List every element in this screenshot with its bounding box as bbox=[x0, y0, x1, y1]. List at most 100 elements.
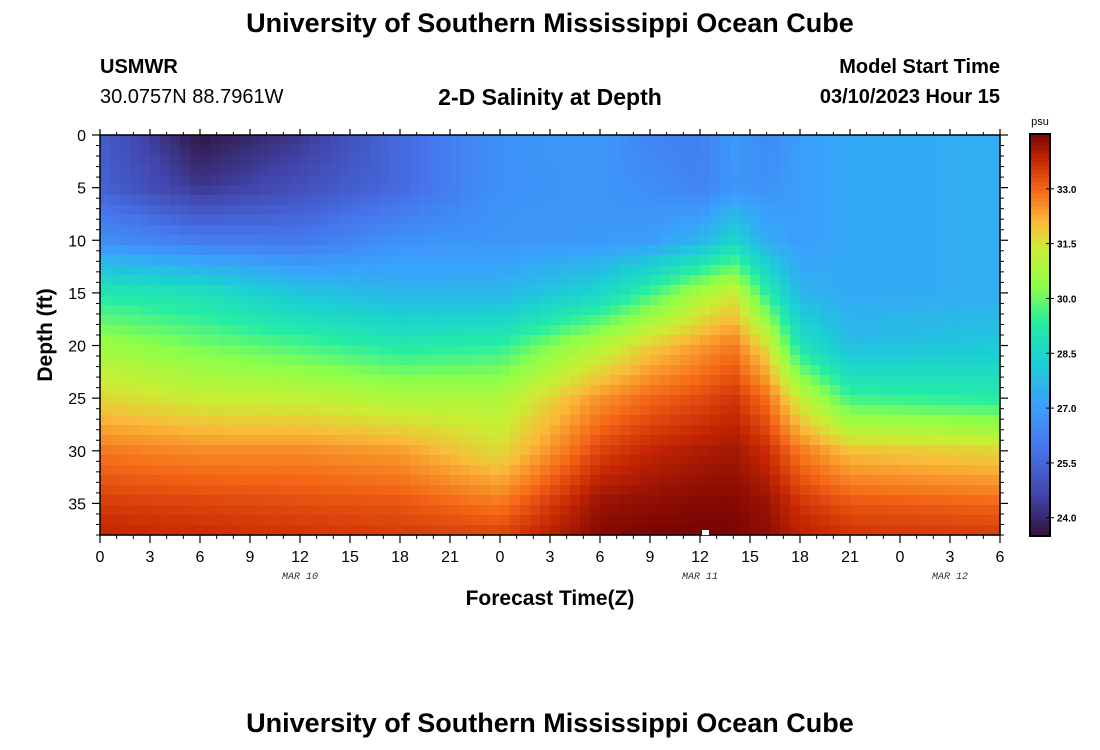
heatmap-cell bbox=[940, 335, 951, 346]
heatmap-cell bbox=[360, 325, 371, 336]
heatmap-cell bbox=[460, 385, 471, 396]
heatmap-cell bbox=[900, 185, 911, 196]
heatmap-cell bbox=[450, 165, 461, 176]
heatmap-cell bbox=[380, 255, 391, 266]
heatmap-cell bbox=[530, 435, 541, 446]
heatmap-cell bbox=[880, 525, 891, 536]
model-start-label: Model Start Time bbox=[839, 56, 1000, 78]
heatmap-cell bbox=[390, 185, 401, 196]
heatmap-cell bbox=[780, 525, 791, 536]
heatmap-cell bbox=[310, 435, 321, 446]
heatmap-cell bbox=[900, 255, 911, 266]
heatmap-cell bbox=[540, 465, 551, 476]
heatmap-cell bbox=[570, 245, 581, 256]
heatmap-cell bbox=[950, 525, 961, 536]
heatmap-cell bbox=[120, 175, 131, 186]
heatmap-cell bbox=[480, 265, 491, 276]
heatmap-cell bbox=[400, 405, 411, 416]
heatmap-cell bbox=[160, 505, 171, 516]
heatmap-cell bbox=[600, 505, 611, 516]
heatmap-cell bbox=[470, 515, 481, 526]
heatmap-cell bbox=[680, 305, 691, 316]
heatmap-cell bbox=[970, 495, 981, 506]
heatmap-cell bbox=[980, 225, 991, 236]
heatmap-cell bbox=[670, 345, 681, 356]
heatmap-cell bbox=[340, 265, 351, 276]
heatmap-cell bbox=[870, 475, 881, 486]
heatmap-cell bbox=[200, 515, 211, 526]
heatmap-cell bbox=[430, 145, 441, 156]
heatmap-cell bbox=[200, 285, 211, 296]
heatmap-cell bbox=[640, 285, 651, 296]
heatmap-cell bbox=[110, 395, 121, 406]
heatmap-cell bbox=[150, 435, 161, 446]
heatmap-cell bbox=[520, 315, 531, 326]
heatmap-cell bbox=[520, 515, 531, 526]
heatmap-cell bbox=[110, 385, 121, 396]
heatmap-cell bbox=[880, 335, 891, 346]
heatmap-cell bbox=[740, 225, 751, 236]
heatmap-cell bbox=[420, 525, 431, 536]
heatmap-cell bbox=[590, 275, 601, 286]
heatmap-cell bbox=[680, 315, 691, 326]
heatmap-cell bbox=[210, 425, 221, 436]
heatmap-cell bbox=[160, 475, 171, 486]
heatmap-cell bbox=[490, 135, 501, 146]
heatmap-cell bbox=[230, 525, 241, 536]
heatmap-cell bbox=[510, 145, 521, 156]
heatmap-cell bbox=[420, 205, 431, 216]
heatmap-cell bbox=[780, 345, 791, 356]
heatmap-cell bbox=[120, 335, 131, 346]
heatmap-cell bbox=[620, 335, 631, 346]
heatmap-cell bbox=[810, 435, 821, 446]
heatmap-cell bbox=[600, 265, 611, 276]
colorbar-segment bbox=[1030, 250, 1050, 256]
heatmap-cell bbox=[880, 295, 891, 306]
heatmap-cell bbox=[770, 505, 781, 516]
heatmap-cell bbox=[480, 295, 491, 306]
heatmap-cell bbox=[930, 235, 941, 246]
heatmap-cell bbox=[580, 205, 591, 216]
heatmap-cell bbox=[930, 375, 941, 386]
heatmap-cell bbox=[280, 285, 291, 296]
heatmap-cell bbox=[770, 465, 781, 476]
heatmap-cell bbox=[960, 135, 971, 146]
heatmap-cell bbox=[720, 485, 731, 496]
heatmap-cell bbox=[200, 205, 211, 216]
heatmap-cell bbox=[780, 465, 791, 476]
heatmap-cell bbox=[970, 205, 981, 216]
heatmap-cell bbox=[440, 395, 451, 406]
heatmap-cell bbox=[860, 455, 871, 466]
heatmap-cell bbox=[380, 375, 391, 386]
heatmap-cell bbox=[230, 235, 241, 246]
heatmap-cell bbox=[640, 205, 651, 216]
heatmap-cell bbox=[350, 425, 361, 436]
heatmap-cell bbox=[180, 275, 191, 286]
heatmap-cell bbox=[640, 415, 651, 426]
heatmap-cell bbox=[600, 255, 611, 266]
heatmap-cell bbox=[750, 225, 761, 236]
heatmap-cell bbox=[270, 525, 281, 536]
heatmap-cell bbox=[290, 395, 301, 406]
heatmap-cell bbox=[270, 465, 281, 476]
heatmap-cell bbox=[790, 395, 801, 406]
heatmap-cell bbox=[360, 335, 371, 346]
heatmap-cell bbox=[840, 135, 851, 146]
heatmap-cell bbox=[950, 405, 961, 416]
heatmap-cell bbox=[960, 475, 971, 486]
heatmap-cell bbox=[790, 165, 801, 176]
heatmap-cell bbox=[400, 345, 411, 356]
heatmap-cell bbox=[570, 505, 581, 516]
heatmap-cell bbox=[430, 155, 441, 166]
heatmap-cell bbox=[980, 295, 991, 306]
heatmap-cell bbox=[300, 175, 311, 186]
heatmap-cell bbox=[440, 255, 451, 266]
heatmap-cell bbox=[300, 525, 311, 536]
heatmap-cell bbox=[470, 275, 481, 286]
heatmap-cell bbox=[690, 285, 701, 296]
heatmap-cell bbox=[510, 155, 521, 166]
heatmap-cell bbox=[170, 265, 181, 276]
heatmap-cell bbox=[770, 135, 781, 146]
heatmap-cell bbox=[530, 345, 541, 356]
heatmap-cell bbox=[480, 185, 491, 196]
